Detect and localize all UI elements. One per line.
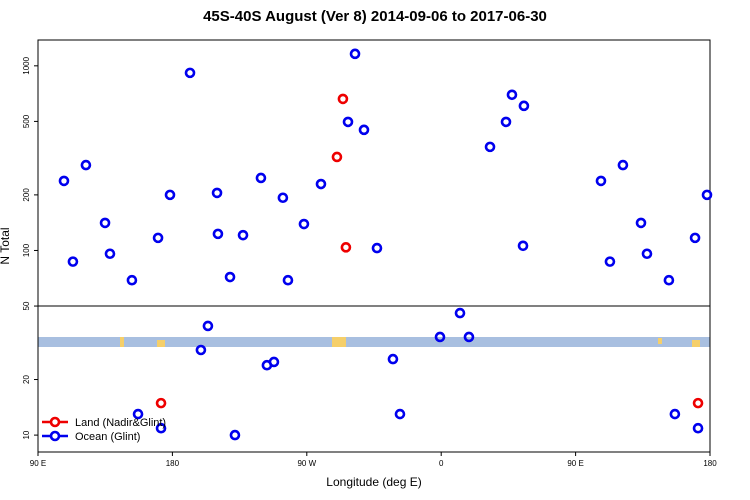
y-tick-label: 500 bbox=[22, 114, 31, 128]
point bbox=[342, 116, 354, 128]
point bbox=[152, 232, 164, 244]
point bbox=[358, 124, 370, 136]
point bbox=[394, 408, 406, 420]
point bbox=[641, 248, 653, 260]
point bbox=[104, 248, 116, 260]
point bbox=[506, 89, 518, 101]
point bbox=[99, 217, 111, 229]
point bbox=[692, 397, 704, 409]
point bbox=[387, 353, 399, 365]
point bbox=[298, 218, 310, 230]
map-strip bbox=[38, 337, 710, 347]
point bbox=[202, 320, 214, 332]
legend-marker bbox=[49, 416, 61, 428]
point bbox=[663, 274, 675, 286]
point bbox=[337, 93, 349, 105]
point bbox=[463, 331, 475, 343]
point bbox=[500, 116, 512, 128]
y-axis-label: N Total bbox=[0, 227, 12, 264]
point bbox=[595, 175, 607, 187]
point bbox=[132, 408, 144, 420]
point bbox=[58, 175, 70, 187]
point bbox=[340, 242, 352, 253]
y-tick-label: 100 bbox=[22, 243, 31, 257]
point bbox=[164, 189, 176, 201]
point bbox=[434, 331, 446, 343]
point bbox=[67, 256, 79, 267]
x-axis-label: Longitude (deg E) bbox=[326, 475, 421, 489]
point bbox=[237, 229, 249, 241]
point bbox=[518, 100, 530, 112]
x-tick-label: 0 bbox=[439, 459, 444, 468]
point bbox=[349, 48, 361, 60]
point bbox=[371, 242, 383, 254]
point bbox=[211, 187, 223, 199]
point bbox=[454, 307, 466, 319]
x-tick-label: 90 E bbox=[30, 459, 46, 468]
point bbox=[184, 67, 196, 79]
point bbox=[331, 151, 343, 163]
y-tick-label: 10 bbox=[22, 430, 31, 439]
plot-frame bbox=[37, 39, 711, 453]
y-tick-label: 1000 bbox=[22, 56, 31, 74]
point bbox=[484, 141, 496, 153]
point bbox=[195, 344, 207, 356]
point bbox=[315, 178, 327, 190]
chart-title: 45S-40S August (Ver 8) 2014-09-06 to 201… bbox=[203, 8, 547, 25]
point bbox=[80, 159, 92, 171]
point bbox=[689, 232, 701, 244]
point bbox=[255, 172, 267, 184]
point bbox=[155, 397, 167, 409]
point bbox=[635, 217, 647, 229]
point bbox=[701, 189, 713, 201]
legend-label: Land (Nadir&Glint) bbox=[75, 417, 166, 429]
point bbox=[229, 429, 241, 441]
point bbox=[268, 356, 280, 368]
legend-marker bbox=[49, 430, 61, 442]
x-tick-label: 180 bbox=[703, 459, 717, 468]
point bbox=[126, 274, 138, 286]
point bbox=[692, 422, 704, 434]
x-tick-label: 90 W bbox=[297, 459, 316, 468]
point bbox=[277, 192, 289, 204]
point bbox=[224, 271, 236, 283]
x-tick-label: 180 bbox=[166, 459, 180, 468]
legend-label: Ocean (Glint) bbox=[75, 431, 140, 443]
point bbox=[517, 240, 529, 252]
y-tick-label: 20 bbox=[22, 375, 31, 384]
y-tick-label: 50 bbox=[22, 301, 31, 310]
point bbox=[669, 408, 681, 420]
point bbox=[155, 422, 167, 434]
point bbox=[604, 256, 616, 267]
point bbox=[617, 159, 629, 171]
x-tick-label: 90 E bbox=[567, 459, 583, 468]
y-tick-label: 200 bbox=[22, 188, 31, 202]
land-strip bbox=[120, 337, 700, 347]
point bbox=[212, 228, 224, 240]
point bbox=[282, 274, 294, 286]
